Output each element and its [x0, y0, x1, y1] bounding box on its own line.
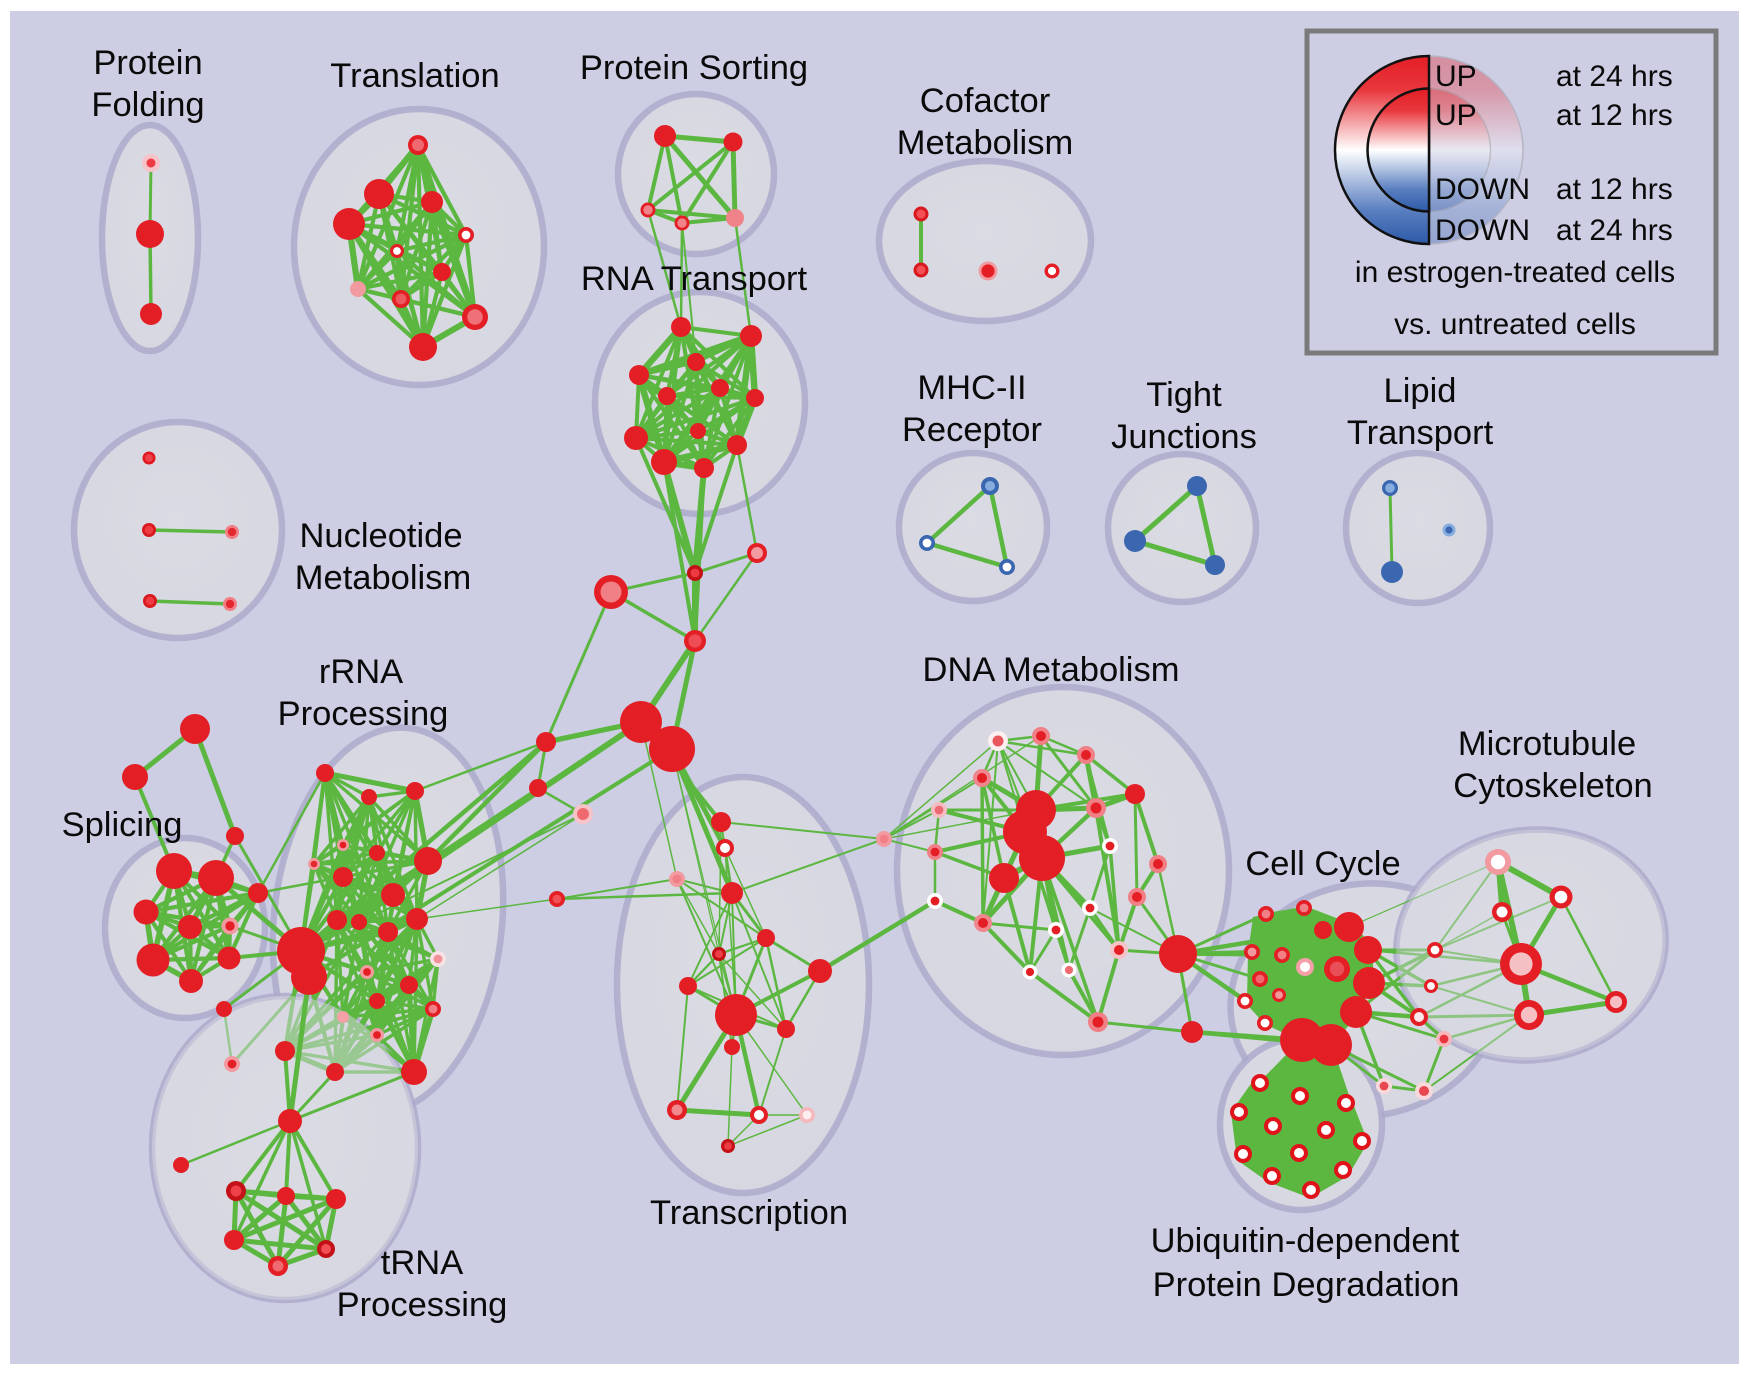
svg-text:tRNA: tRNA: [381, 1244, 463, 1282]
svg-text:Protein Degradation: Protein Degradation: [1153, 1266, 1460, 1304]
svg-text:Splicing: Splicing: [62, 806, 183, 844]
svg-text:Junctions: Junctions: [1111, 418, 1257, 456]
svg-text:Tight: Tight: [1146, 376, 1222, 414]
svg-text:Lipid: Lipid: [1384, 372, 1457, 410]
svg-text:vs. untreated cells: vs. untreated cells: [1394, 308, 1636, 341]
svg-text:Ubiquitin-dependent: Ubiquitin-dependent: [1151, 1222, 1460, 1260]
svg-text:Translation: Translation: [330, 57, 499, 95]
svg-text:in estrogen-treated cells: in estrogen-treated cells: [1355, 256, 1675, 289]
svg-text:Protein: Protein: [93, 44, 202, 82]
svg-text:RNA Transport: RNA Transport: [581, 260, 808, 298]
svg-text:Nucleotide: Nucleotide: [299, 517, 462, 555]
svg-text:Cofactor: Cofactor: [920, 82, 1050, 120]
svg-text:UP: UP: [1435, 60, 1477, 93]
svg-text:at 12 hrs: at 12 hrs: [1556, 99, 1673, 132]
svg-text:Processing: Processing: [337, 1286, 508, 1324]
svg-text:Transport: Transport: [1347, 414, 1494, 452]
svg-text:Processing: Processing: [278, 695, 449, 733]
svg-text:rRNA: rRNA: [319, 653, 403, 691]
svg-text:at 12 hrs: at 12 hrs: [1556, 173, 1673, 206]
svg-text:Receptor: Receptor: [902, 411, 1042, 449]
svg-text:DOWN: DOWN: [1435, 173, 1530, 206]
svg-text:Folding: Folding: [91, 86, 204, 124]
svg-text:DOWN: DOWN: [1435, 214, 1530, 247]
svg-text:Metabolism: Metabolism: [295, 559, 471, 597]
svg-text:DNA Metabolism: DNA Metabolism: [923, 651, 1180, 689]
svg-text:UP: UP: [1435, 99, 1477, 132]
svg-text:Metabolism: Metabolism: [897, 124, 1073, 162]
svg-text:Microtubule: Microtubule: [1458, 725, 1636, 763]
svg-text:MHC-II: MHC-II: [917, 369, 1026, 407]
svg-text:at 24 hrs: at 24 hrs: [1556, 60, 1673, 93]
svg-text:Cytoskeleton: Cytoskeleton: [1453, 767, 1652, 805]
svg-text:at 24 hrs: at 24 hrs: [1556, 214, 1673, 247]
svg-text:Protein Sorting: Protein Sorting: [580, 49, 808, 87]
svg-text:Transcription: Transcription: [650, 1194, 848, 1232]
svg-text:Cell Cycle: Cell Cycle: [1245, 845, 1400, 883]
